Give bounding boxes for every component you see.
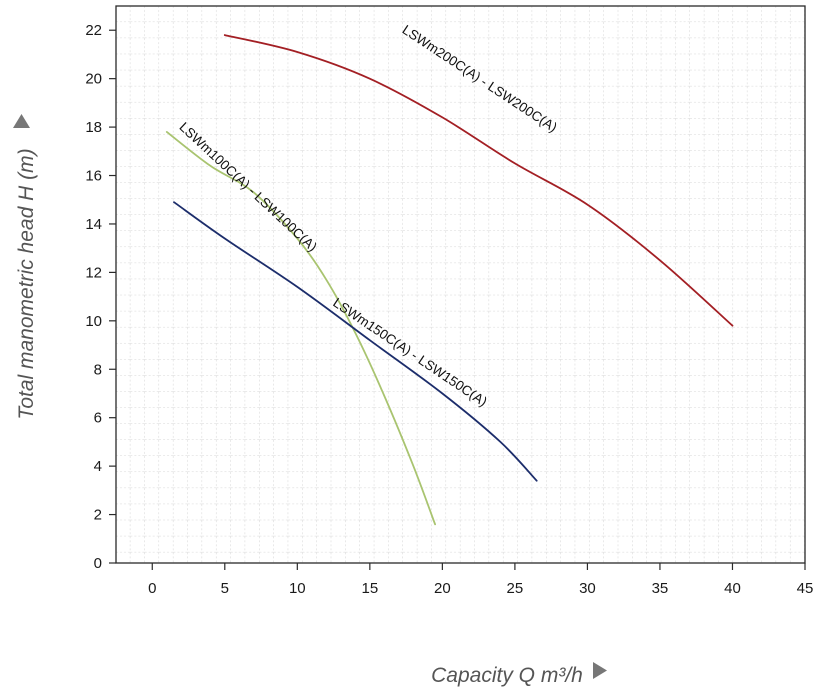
y-tick-label: 10 xyxy=(85,313,102,330)
y-tick-label: 20 xyxy=(85,71,102,88)
series-layer xyxy=(165,34,734,526)
x-axis-title: Capacity Q m³/h xyxy=(431,664,583,687)
y-ticks: 0 2 4 6 8 10 12 14 16 18 20 22 xyxy=(85,22,116,572)
plot-frame xyxy=(115,5,806,564)
y-tick-label: 6 xyxy=(94,410,102,427)
x-tick-label: 35 xyxy=(652,580,669,597)
curve-lswm200c xyxy=(223,34,734,327)
curve-lswm150c xyxy=(173,201,538,482)
x-tick-label: 0 xyxy=(148,580,156,597)
y-tick-label: 14 xyxy=(85,216,102,233)
curve-lswm100c xyxy=(165,131,436,526)
x-tick-label: 20 xyxy=(434,580,451,597)
plot-grid xyxy=(116,6,805,563)
x-tick-label: 30 xyxy=(579,580,596,597)
x-axis-arrow-icon xyxy=(593,662,607,679)
y-axis-title: Total manometric head H (m) xyxy=(15,148,38,419)
x-tick-label: 45 xyxy=(797,580,813,597)
y-tick-label: 16 xyxy=(85,168,102,185)
y-axis-arrow-icon xyxy=(13,114,30,128)
x-tick-label: 40 xyxy=(724,580,741,597)
x-ticks: 0 5 10 15 20 25 30 35 40 45 xyxy=(148,563,813,597)
y-tick-label: 22 xyxy=(85,22,102,39)
x-tick-label: 10 xyxy=(289,580,306,597)
x-tick-label: 25 xyxy=(507,580,524,597)
y-tick-label: 18 xyxy=(85,119,102,136)
y-tick-label: 0 xyxy=(94,555,102,572)
y-tick-label: 4 xyxy=(94,458,102,475)
x-tick-label: 5 xyxy=(221,580,229,597)
y-tick-label: 2 xyxy=(94,507,102,524)
y-tick-label: 8 xyxy=(94,361,102,378)
y-tick-label: 12 xyxy=(85,264,102,281)
x-tick-label: 15 xyxy=(361,580,378,597)
